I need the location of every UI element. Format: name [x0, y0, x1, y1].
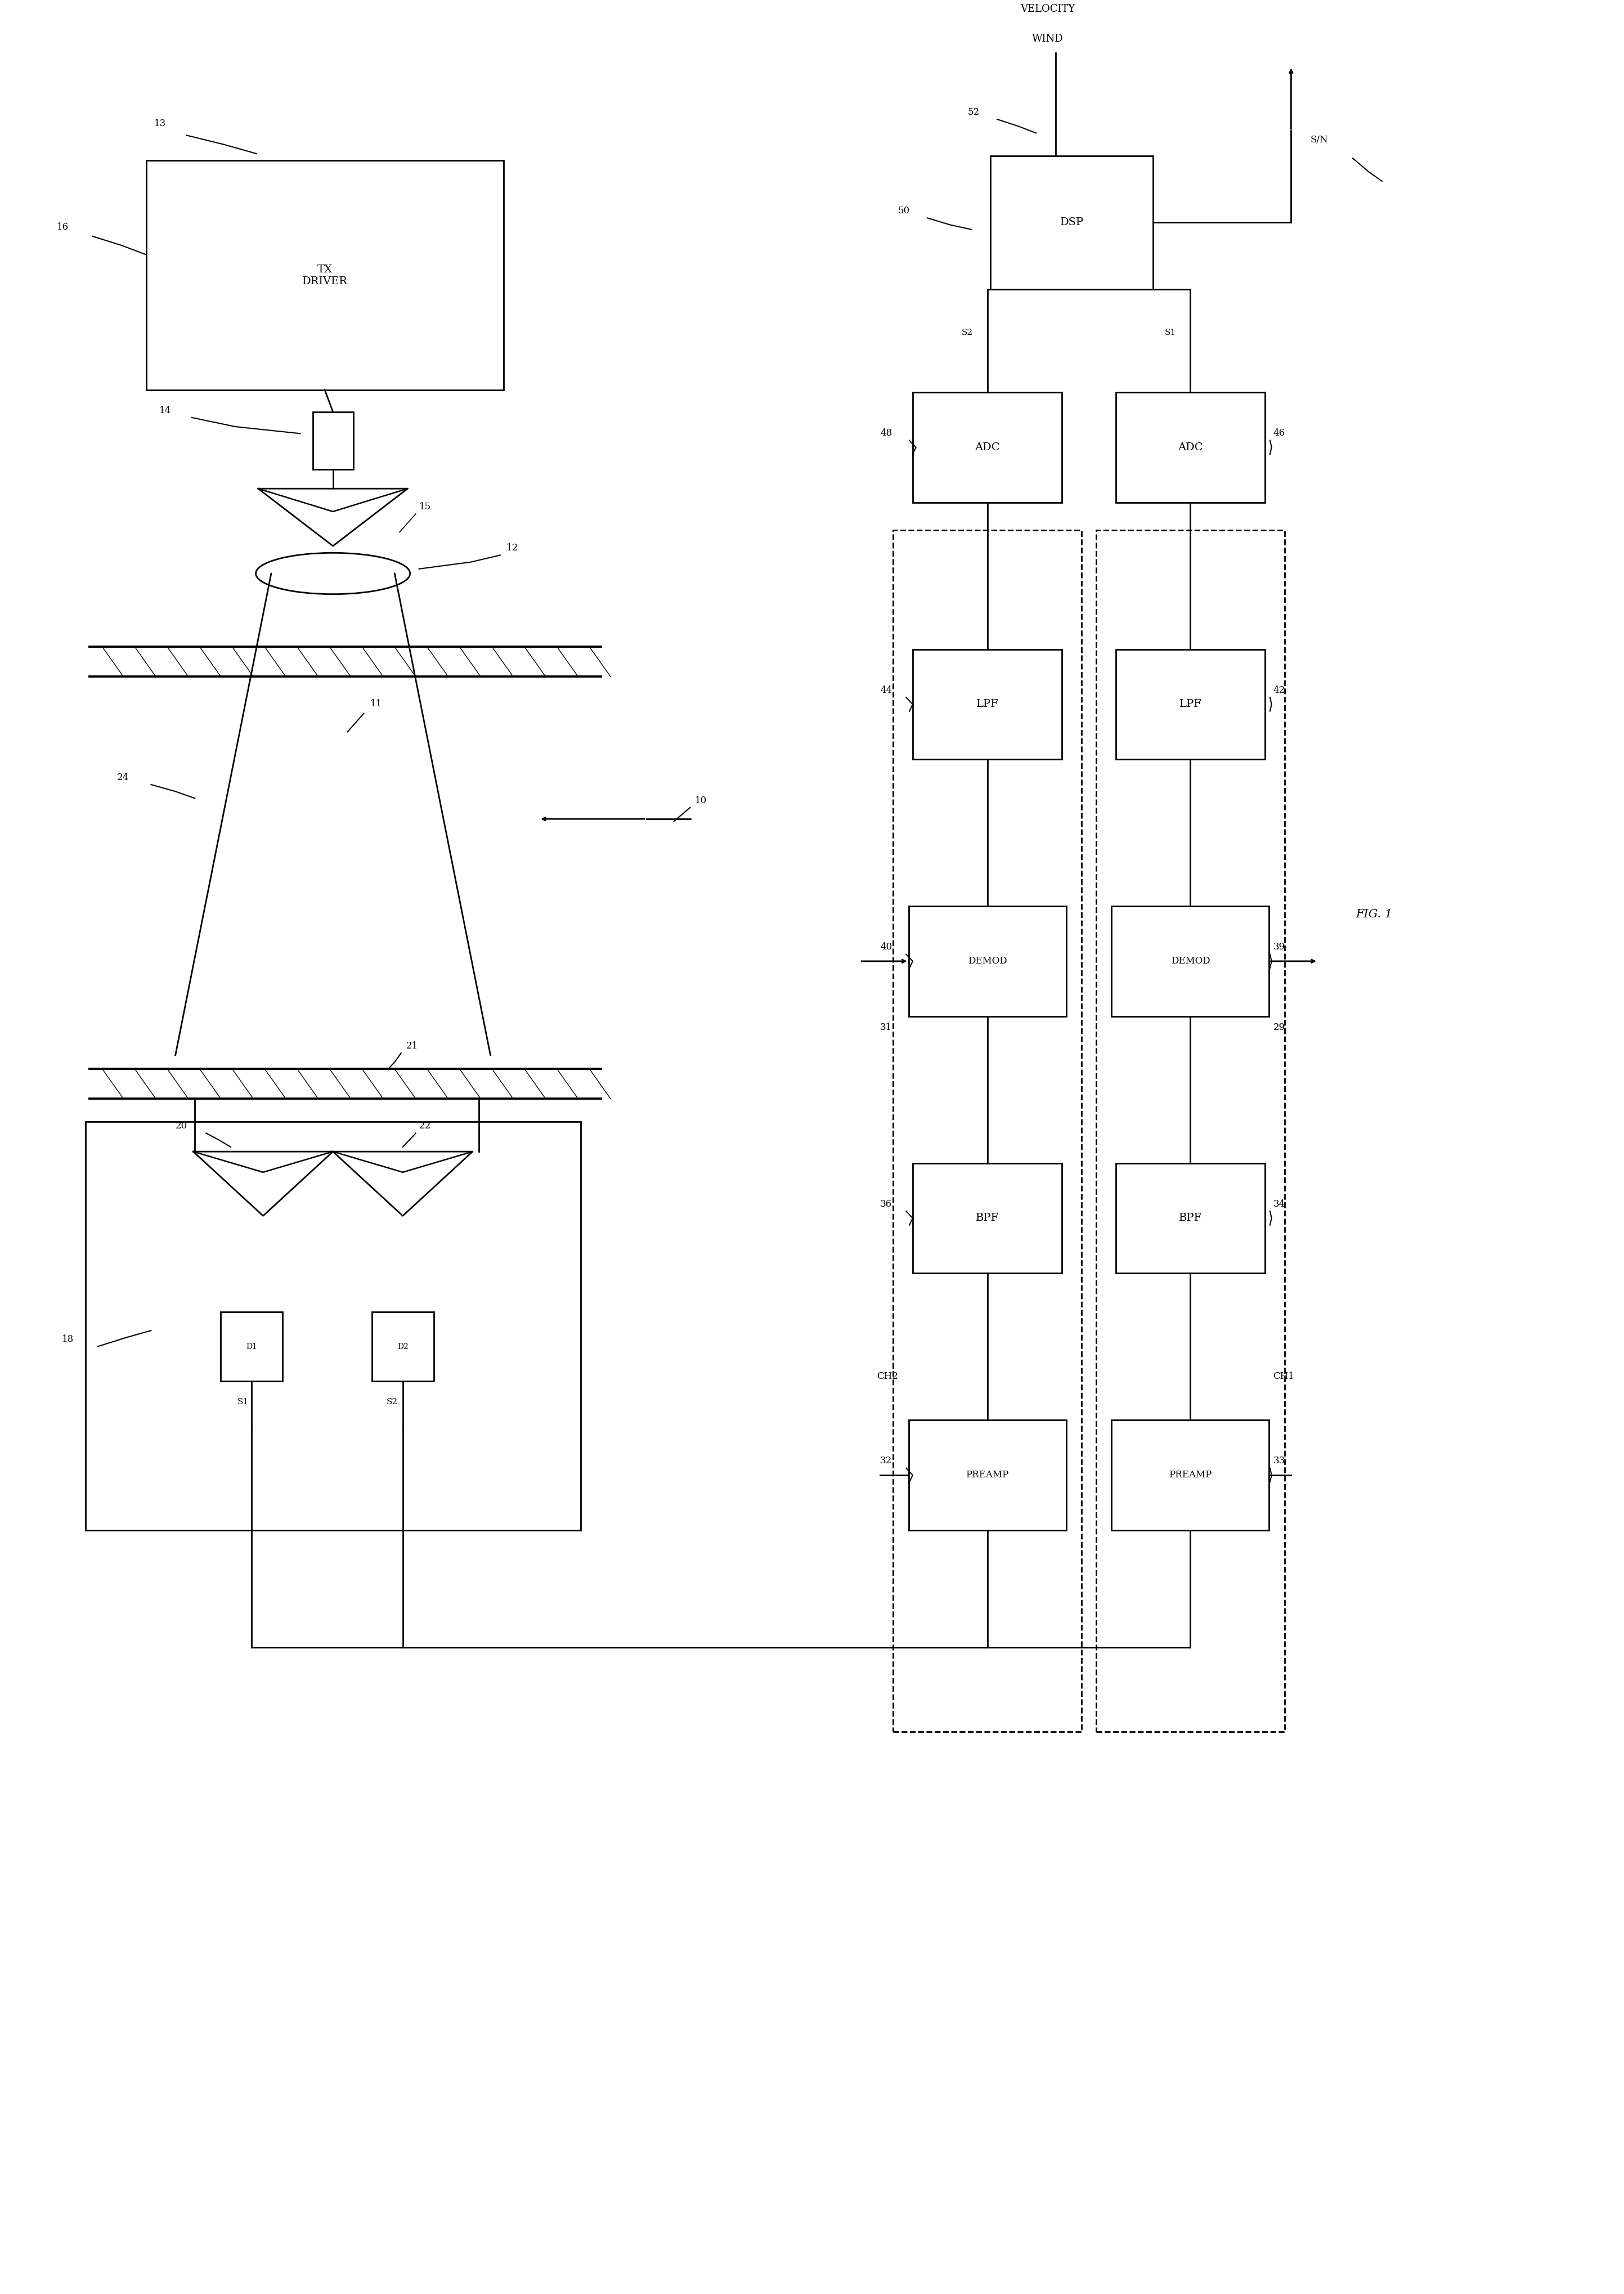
Text: BPF: BPF	[976, 1214, 999, 1223]
FancyBboxPatch shape	[1116, 649, 1265, 759]
Text: S/N: S/N	[1311, 135, 1328, 145]
Text: 16: 16	[57, 223, 68, 232]
Text: VELOCITY: VELOCITY	[1020, 5, 1075, 14]
Text: 46: 46	[1273, 429, 1285, 438]
Text: 12: 12	[507, 544, 518, 553]
Text: 15: 15	[419, 502, 430, 512]
Text: S1: S1	[237, 1397, 248, 1406]
FancyBboxPatch shape	[1111, 1420, 1270, 1530]
FancyBboxPatch shape	[909, 1420, 1065, 1530]
Text: BPF: BPF	[1179, 1214, 1202, 1223]
Text: 13: 13	[154, 119, 166, 128]
Text: LPF: LPF	[976, 700, 999, 709]
Text: 11: 11	[370, 700, 382, 709]
FancyBboxPatch shape	[372, 1312, 434, 1381]
FancyBboxPatch shape	[991, 156, 1153, 289]
Text: 22: 22	[419, 1122, 430, 1131]
FancyBboxPatch shape	[312, 411, 352, 468]
Text: 36: 36	[880, 1200, 892, 1209]
Text: 39: 39	[1273, 943, 1285, 952]
FancyBboxPatch shape	[913, 392, 1062, 502]
Text: 18: 18	[62, 1335, 73, 1344]
FancyBboxPatch shape	[221, 1312, 283, 1381]
Text: S2: S2	[387, 1397, 398, 1406]
Text: 42: 42	[1273, 686, 1285, 695]
Text: S1: S1	[1164, 328, 1176, 337]
Text: PREAMP: PREAMP	[1169, 1470, 1212, 1480]
Text: ADC: ADC	[1177, 443, 1203, 452]
Text: 31: 31	[880, 1023, 892, 1032]
Text: CH2: CH2	[877, 1372, 898, 1381]
Ellipse shape	[255, 553, 409, 594]
FancyBboxPatch shape	[1116, 1163, 1265, 1273]
Text: FIG. 1: FIG. 1	[1356, 908, 1393, 920]
Text: 24: 24	[117, 773, 128, 782]
Text: DEMOD: DEMOD	[968, 957, 1007, 966]
Text: 21: 21	[406, 1041, 417, 1051]
FancyBboxPatch shape	[84, 1122, 581, 1530]
Text: CH1: CH1	[1273, 1372, 1294, 1381]
Text: DSP: DSP	[1060, 218, 1083, 227]
Text: 32: 32	[880, 1457, 892, 1466]
Text: PREAMP: PREAMP	[966, 1470, 1009, 1480]
Text: 34: 34	[1273, 1200, 1285, 1209]
Text: 44: 44	[880, 686, 892, 695]
FancyBboxPatch shape	[913, 649, 1062, 759]
FancyBboxPatch shape	[1111, 906, 1270, 1016]
Text: LPF: LPF	[1179, 700, 1202, 709]
FancyBboxPatch shape	[913, 1163, 1062, 1273]
Text: 29: 29	[1273, 1023, 1285, 1032]
Text: ADC: ADC	[974, 443, 1000, 452]
Text: DEMOD: DEMOD	[1171, 957, 1210, 966]
Text: D1: D1	[247, 1342, 257, 1351]
Text: 20: 20	[175, 1122, 187, 1131]
FancyBboxPatch shape	[146, 161, 503, 390]
Text: TX
DRIVER: TX DRIVER	[302, 264, 348, 287]
Text: D2: D2	[398, 1342, 408, 1351]
FancyBboxPatch shape	[909, 906, 1065, 1016]
Text: 40: 40	[880, 943, 892, 952]
FancyBboxPatch shape	[1116, 392, 1265, 502]
Text: 52: 52	[968, 108, 979, 117]
Text: WIND: WIND	[1031, 34, 1064, 44]
Text: 50: 50	[898, 206, 909, 216]
Text: 10: 10	[695, 796, 706, 805]
Text: 33: 33	[1273, 1457, 1285, 1466]
Text: S2: S2	[961, 328, 973, 337]
Text: 48: 48	[880, 429, 892, 438]
Text: 14: 14	[159, 406, 171, 415]
